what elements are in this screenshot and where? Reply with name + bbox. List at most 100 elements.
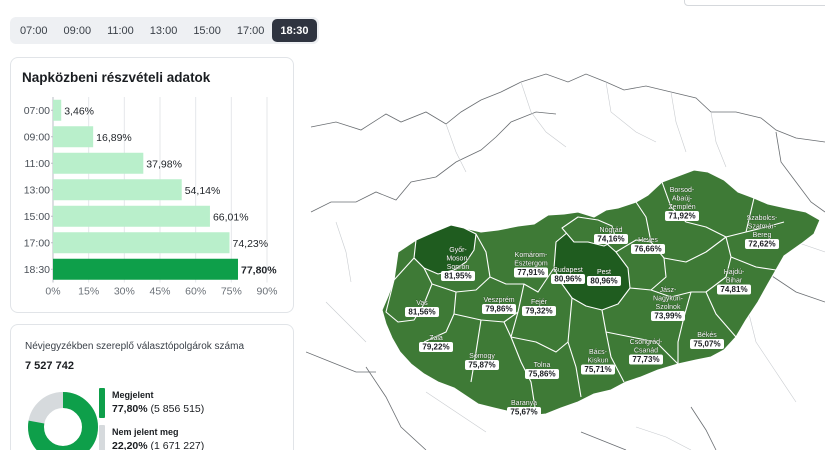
participation-bar-chart: 0% 15% 30% 45% 60% 75% 90% 07:00 3,46% 09:00 16,89… <box>24 97 278 298</box>
time-tab-1500[interactable]: 15:00 <box>193 24 221 37</box>
y-tick-label: 11:00 <box>25 158 51 170</box>
county-value-box <box>522 306 556 316</box>
county-value-box <box>690 339 724 349</box>
county-value: 75,86% <box>528 370 555 379</box>
county-name: Zemplén <box>668 204 695 211</box>
bar-1700[interactable] <box>53 232 230 254</box>
county-value: 80,96% <box>590 277 617 286</box>
county-name: Csanád <box>634 348 658 355</box>
bar-value-label: 74,23% <box>233 238 269 250</box>
county-value-box <box>587 276 621 286</box>
county-name: Bihar <box>726 278 743 285</box>
bar-0700[interactable] <box>53 99 62 121</box>
county-value: 71,92% <box>668 212 695 221</box>
county-name: Fejér <box>531 299 548 306</box>
county-value-box <box>631 244 665 254</box>
x-tick-label: 45% <box>149 286 170 298</box>
county-value: 75,07% <box>693 340 720 349</box>
participation-card: Napközbeni részvételi adatok 0% 15% 30% 45%… <box>10 57 294 313</box>
bar-1500[interactable] <box>53 205 210 227</box>
y-tick-label: 09:00 <box>24 131 50 143</box>
hungary-counties <box>381 169 821 417</box>
bar-value-label: 77,80% <box>241 264 277 276</box>
bar-1300[interactable] <box>53 179 182 201</box>
county-name: Heves <box>638 237 658 244</box>
county-value-box <box>525 369 559 379</box>
bar-1830[interactable] <box>53 258 238 280</box>
county-value: 75,87% <box>468 361 495 370</box>
time-tab-1830[interactable]: 18:30 <box>272 19 317 42</box>
legend-turned-out-percent: 77,80% <box>112 403 148 415</box>
county-value: 79,32% <box>525 307 552 316</box>
legend-not-turned-out-percent: 22,20% <box>112 440 148 450</box>
county-value: 73,99% <box>654 312 681 321</box>
time-tab-1100[interactable]: 11:00 <box>107 24 134 37</box>
voters-card-title: Névjegyzékben szereplő választópolgárok … <box>25 341 245 352</box>
legend-turned-out-label: Megjelent <box>112 390 154 400</box>
county-value: 79,22% <box>422 343 449 352</box>
county-name: Veszprém <box>483 297 514 304</box>
county-name: Abaúj- <box>672 196 693 203</box>
y-tick-label: 15:00 <box>24 211 50 223</box>
participation-card-title: Napközbeni részvételi adatok <box>22 70 211 85</box>
county-value: 77,73% <box>632 355 659 364</box>
time-tab-0900[interactable]: 09:00 <box>63 24 92 37</box>
time-tab-0700[interactable]: 07:00 <box>20 24 48 37</box>
county-value-box <box>441 271 475 281</box>
county-value-box <box>482 304 516 314</box>
x-tick-label: 30% <box>114 286 135 298</box>
county-value: 72,62% <box>748 240 775 249</box>
county-name: Budapest <box>553 267 583 274</box>
county-value-box <box>514 267 548 278</box>
y-tick-label: 07:00 <box>24 105 50 117</box>
time-tab-1700[interactable]: 17:00 <box>236 24 265 37</box>
county-value-box <box>581 364 615 375</box>
county-value-box <box>594 234 628 244</box>
county-value-box <box>651 311 685 321</box>
time-tab-1300[interactable]: 13:00 <box>149 24 178 37</box>
y-tick-label: 17:00 <box>24 237 50 249</box>
county-value-box <box>507 407 541 417</box>
legend-turned-out-count: (5 856 515) <box>150 403 205 415</box>
county-value-box <box>629 354 663 365</box>
county-name: Sopron <box>447 264 470 271</box>
county-name: Bács- <box>589 349 608 356</box>
bar-0900[interactable] <box>53 126 94 148</box>
bar-1100[interactable] <box>53 152 144 174</box>
county-value-box <box>465 360 499 370</box>
voters-total: 7 527 742 <box>25 360 74 372</box>
bar-value-label: 16,89% <box>96 132 132 144</box>
neighbor-borders <box>306 73 825 450</box>
county-name: Békés <box>697 332 717 339</box>
county-shape-gyor <box>413 224 477 275</box>
top-right-control[interactable] <box>684 0 825 6</box>
county-value-box <box>665 211 699 221</box>
legend-not-turned-out-count: (1 671 227) <box>150 440 205 450</box>
county-name: Szatmár- <box>748 224 777 231</box>
donut-turned-out-segment[interactable] <box>28 392 98 450</box>
county-name: Komárom- <box>515 252 548 259</box>
county-value: 81,56% <box>408 308 435 317</box>
bar-value-label: 66,01% <box>213 211 249 223</box>
